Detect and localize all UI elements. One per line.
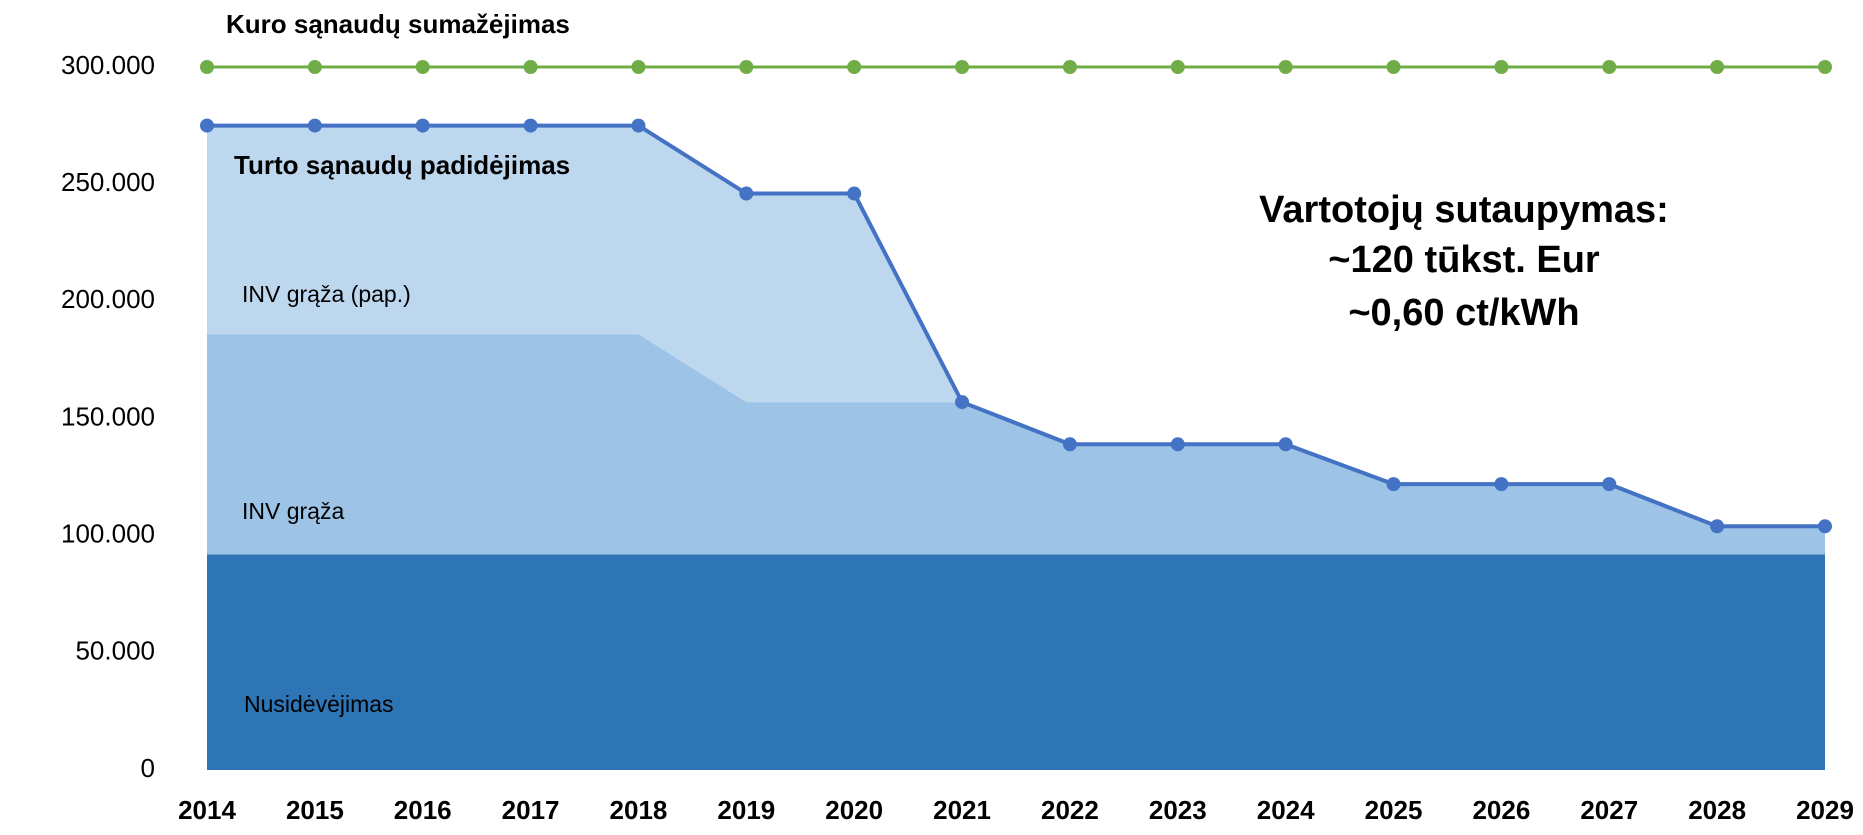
x-tick-label: 2014 [178,795,236,825]
x-tick-label: 2018 [610,795,668,825]
point [631,118,646,133]
x-tick-label: 2022 [1041,795,1099,825]
y-tick-label: 100.000 [61,519,155,549]
area [207,125,1825,527]
x-tick-label: 2024 [1257,795,1315,825]
point [200,60,214,74]
y-tick-label: 150.000 [61,401,155,431]
point [1710,60,1725,74]
point [523,60,538,74]
point [1386,60,1401,74]
x-tick-label: 2015 [286,795,344,825]
point [200,118,214,133]
x-tick-label: 2026 [1472,795,1530,825]
point [1062,60,1077,74]
point [307,60,322,74]
point [1386,477,1401,492]
annotation: Vartotojų sutaupymas: [1259,189,1669,231]
point [739,60,754,74]
series-label: INV grąža (pap.) [242,281,411,307]
point [955,395,970,410]
point [739,186,754,201]
x-tick-label: 2027 [1580,795,1638,825]
point [1494,60,1509,74]
y-tick-label: 250.000 [61,167,155,197]
x-tick-label: 2019 [717,795,775,825]
point [847,60,862,74]
point [1170,60,1185,74]
x-tick-label: 2020 [825,795,883,825]
x-tick-label: 2021 [933,795,991,825]
point [415,118,430,133]
x-tick-label: 2025 [1365,795,1423,825]
area [207,334,1825,555]
x-tick-label: 2029 [1796,795,1854,825]
point [631,60,646,74]
area [207,554,1825,770]
series-label: INV grąža [242,498,344,524]
annotation: ~120 tūkst. Eur [1328,239,1600,281]
point [1818,519,1832,534]
y-tick-label: 200.000 [61,284,155,314]
point [1818,60,1832,74]
point [1602,60,1617,74]
point [1602,477,1617,492]
series-label: Kuro sąnaudų sumažėjimas [226,9,570,39]
series-label: Turto sąnaudų padidėjimas [234,150,570,180]
series-label: Nusidėvėjimas [244,691,394,717]
point [1170,437,1185,452]
x-tick-label: 2016 [394,795,452,825]
point [1710,519,1725,534]
x-tick-label: 2023 [1149,795,1207,825]
annotation: ~0,60 ct/kWh [1348,292,1579,334]
y-tick-label: 50.000 [75,636,155,666]
point [1062,437,1077,452]
x-tick-label: 2028 [1688,795,1746,825]
point [307,118,322,133]
point [1278,60,1293,74]
y-tick-label: 0 [141,753,155,783]
y-tick-label: 300.000 [61,50,155,80]
point [415,60,430,74]
point [1494,477,1509,492]
line [207,123,1825,529]
x-tick-label: 2017 [502,795,560,825]
point [847,186,862,201]
point [523,118,538,133]
point [1278,437,1293,452]
point [955,60,970,74]
